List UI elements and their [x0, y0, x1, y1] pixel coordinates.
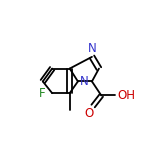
- Text: F: F: [38, 87, 45, 100]
- Text: N: N: [88, 42, 96, 55]
- Text: O: O: [84, 107, 94, 120]
- Text: N: N: [80, 75, 88, 88]
- Text: OH: OH: [118, 89, 136, 102]
